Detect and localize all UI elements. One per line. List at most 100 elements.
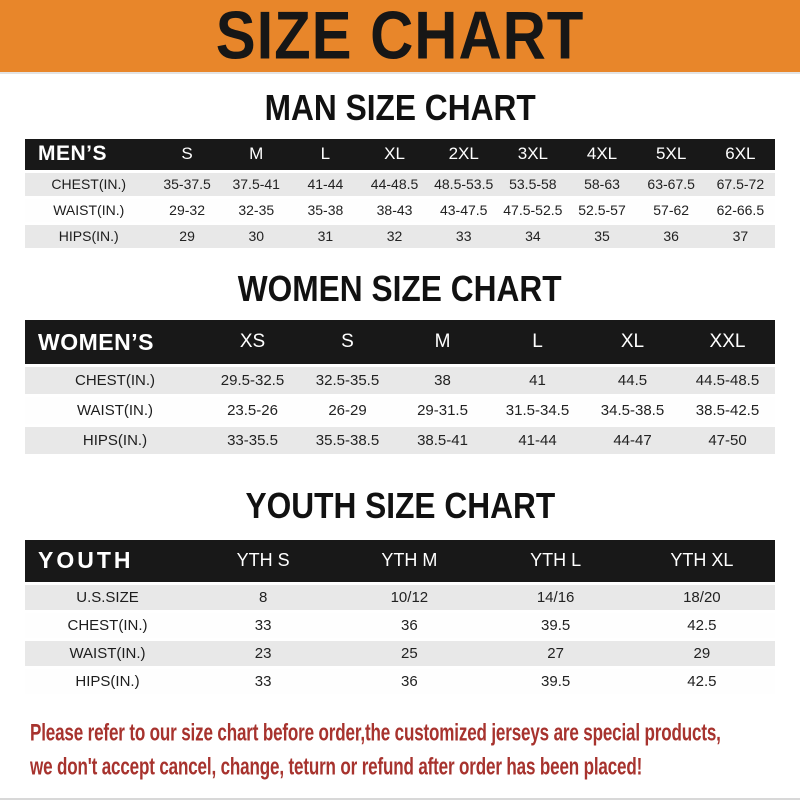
size-value: 36 [336,612,483,638]
size-value: 38-43 [359,198,430,222]
table-row: HIPS(IN.) 29 30 31 32 33 34 35 36 37 [25,224,775,248]
size-value: 47.5-52.5 [498,198,568,222]
size-value: 67.5-72 [705,172,775,196]
size-value: 48.5-53.5 [429,172,499,196]
size-value: 43-47.5 [429,198,499,222]
size-value: 38.5-42.5 [680,397,775,425]
size-value: 38.5-41 [395,427,490,455]
table-body: CHEST(IN.) 29.5-32.5 32.5-35.5 38 41 44.5 44.5… [25,367,775,455]
row-label: CHEST(IN.) [25,172,153,196]
size-column-header: 6XL [705,138,775,170]
size-value: 25 [336,640,483,666]
size-value: 41-44 [490,427,585,455]
table-row: U.S.SIZE 8 10/12 14/16 18/20 [25,584,775,610]
size-value: 30 [221,224,291,248]
man-size-chart-table: MEN’S S M L XL 2XL 3XL 4XL 5XL 6XL CHEST(IN.) 35-37… [25,136,775,251]
table-header: WOMEN’S XS S M L XL XXL [25,320,775,365]
notice-line-1: Please refer to our size chart before or… [30,718,721,746]
size-value: 63-67.5 [636,172,706,196]
row-label: HIPS(IN.) [25,668,190,694]
size-value: 39.5 [482,612,629,638]
size-value: 53.5-58 [498,172,568,196]
table-row: WAIST(IN.) 23.5-26 26-29 29-31.5 31.5-34.5 34… [25,397,775,425]
table-corner-label: WOMEN’S [25,320,205,365]
size-value: 29-32 [152,198,222,222]
table-row: CHEST(IN.) 35-37.5 37.5-41 41-44 44-48.5 48.5… [25,172,775,196]
row-label: CHEST(IN.) [25,612,190,638]
size-value: 44.5-48.5 [680,367,775,395]
size-value: 23.5-26 [205,397,300,425]
size-value: 32 [359,224,430,248]
size-value: 44-47 [585,427,680,455]
section-title: YOUTH SIZE CHART [0,485,800,527]
section-youth-size-chart: YOUTH SIZE CHART YOUTH YTH S YTH M YTH L YTH … [0,485,800,697]
header-row: MEN’S S M L XL 2XL 3XL 4XL 5XL 6XL [25,138,775,170]
size-value: 31 [290,224,360,248]
table-row: CHEST(IN.) 29.5-32.5 32.5-35.5 38 41 44.5 44.5… [25,367,775,395]
row-label: HIPS(IN.) [25,427,205,455]
size-value: 57-62 [636,198,706,222]
table-body: U.S.SIZE 8 10/12 14/16 18/20 CHEST(IN.) 33 36 39… [25,584,775,694]
size-value: 10/12 [336,584,483,610]
table-header: YOUTH YTH S YTH M YTH L YTH XL [25,539,775,582]
row-label: WAIST(IN.) [25,397,205,425]
size-value: 38 [395,367,490,395]
section-title-text: WOMEN SIZE CHART [238,267,562,309]
row-label: CHEST(IN.) [25,367,205,395]
size-column-header: S [152,138,222,170]
size-value: 34 [498,224,568,248]
size-value: 36 [336,668,483,694]
section-title-text: MAN SIZE CHART [264,87,536,128]
size-value: 29 [152,224,222,248]
size-column-header: YTH M [336,539,483,582]
section-man-size-chart: MAN SIZE CHART MEN’S S M L XL 2XL 3XL 4XL 5XL 6XL C… [0,87,800,251]
size-value: 47-50 [680,427,775,455]
size-column-header: M [395,320,490,365]
banner-title: SIZE CHART [215,0,585,73]
size-value: 34.5-38.5 [585,397,680,425]
table-row: WAIST(IN.) 29-32 32-35 35-38 38-43 43-47.5 47.… [25,198,775,222]
size-column-header: YTH L [482,539,629,582]
row-label: HIPS(IN.) [25,224,153,248]
section-title-text: YOUTH SIZE CHART [245,485,555,527]
size-value: 27 [482,640,629,666]
row-label: U.S.SIZE [25,584,190,610]
size-column-header: 5XL [636,138,706,170]
size-column-header: 3XL [498,138,568,170]
size-column-header: YTH XL [628,539,775,582]
size-column-header: XXL [680,320,775,365]
size-value: 37 [705,224,775,248]
banner: SIZE CHART [0,0,800,74]
size-column-header: S [300,320,395,365]
size-value: 41-44 [290,172,360,196]
size-column-header: L [490,320,585,365]
size-value: 42.5 [628,668,775,694]
footer-notice: Please refer to our size chart before or… [30,715,800,783]
size-value: 29-31.5 [395,397,490,425]
row-label: WAIST(IN.) [25,198,153,222]
table-corner-label: YOUTH [25,539,190,582]
size-value: 33 [190,668,337,694]
size-column-header: XL [359,138,430,170]
table-header: MEN’S S M L XL 2XL 3XL 4XL 5XL 6XL [25,138,775,170]
size-value: 31.5-34.5 [490,397,585,425]
size-value: 35 [567,224,637,248]
size-value: 26-29 [300,397,395,425]
size-value: 62-66.5 [705,198,775,222]
row-label: WAIST(IN.) [25,640,190,666]
size-value: 32.5-35.5 [300,367,395,395]
size-value: 42.5 [628,612,775,638]
size-column-header: L [290,138,360,170]
size-value: 29 [628,640,775,666]
size-column-header: 4XL [567,138,637,170]
table-row: HIPS(IN.) 33-35.5 35.5-38.5 38.5-41 41-44 44-… [25,427,775,455]
header-row: YOUTH YTH S YTH M YTH L YTH XL [25,539,775,582]
size-value: 32-35 [221,198,291,222]
size-value: 35-37.5 [152,172,222,196]
size-column-header: M [221,138,291,170]
table-row: WAIST(IN.) 23 25 27 29 [25,640,775,666]
size-value: 36 [636,224,706,248]
header-row: WOMEN’S XS S M L XL XXL [25,320,775,365]
size-value: 35.5-38.5 [300,427,395,455]
size-column-header: YTH S [190,539,337,582]
